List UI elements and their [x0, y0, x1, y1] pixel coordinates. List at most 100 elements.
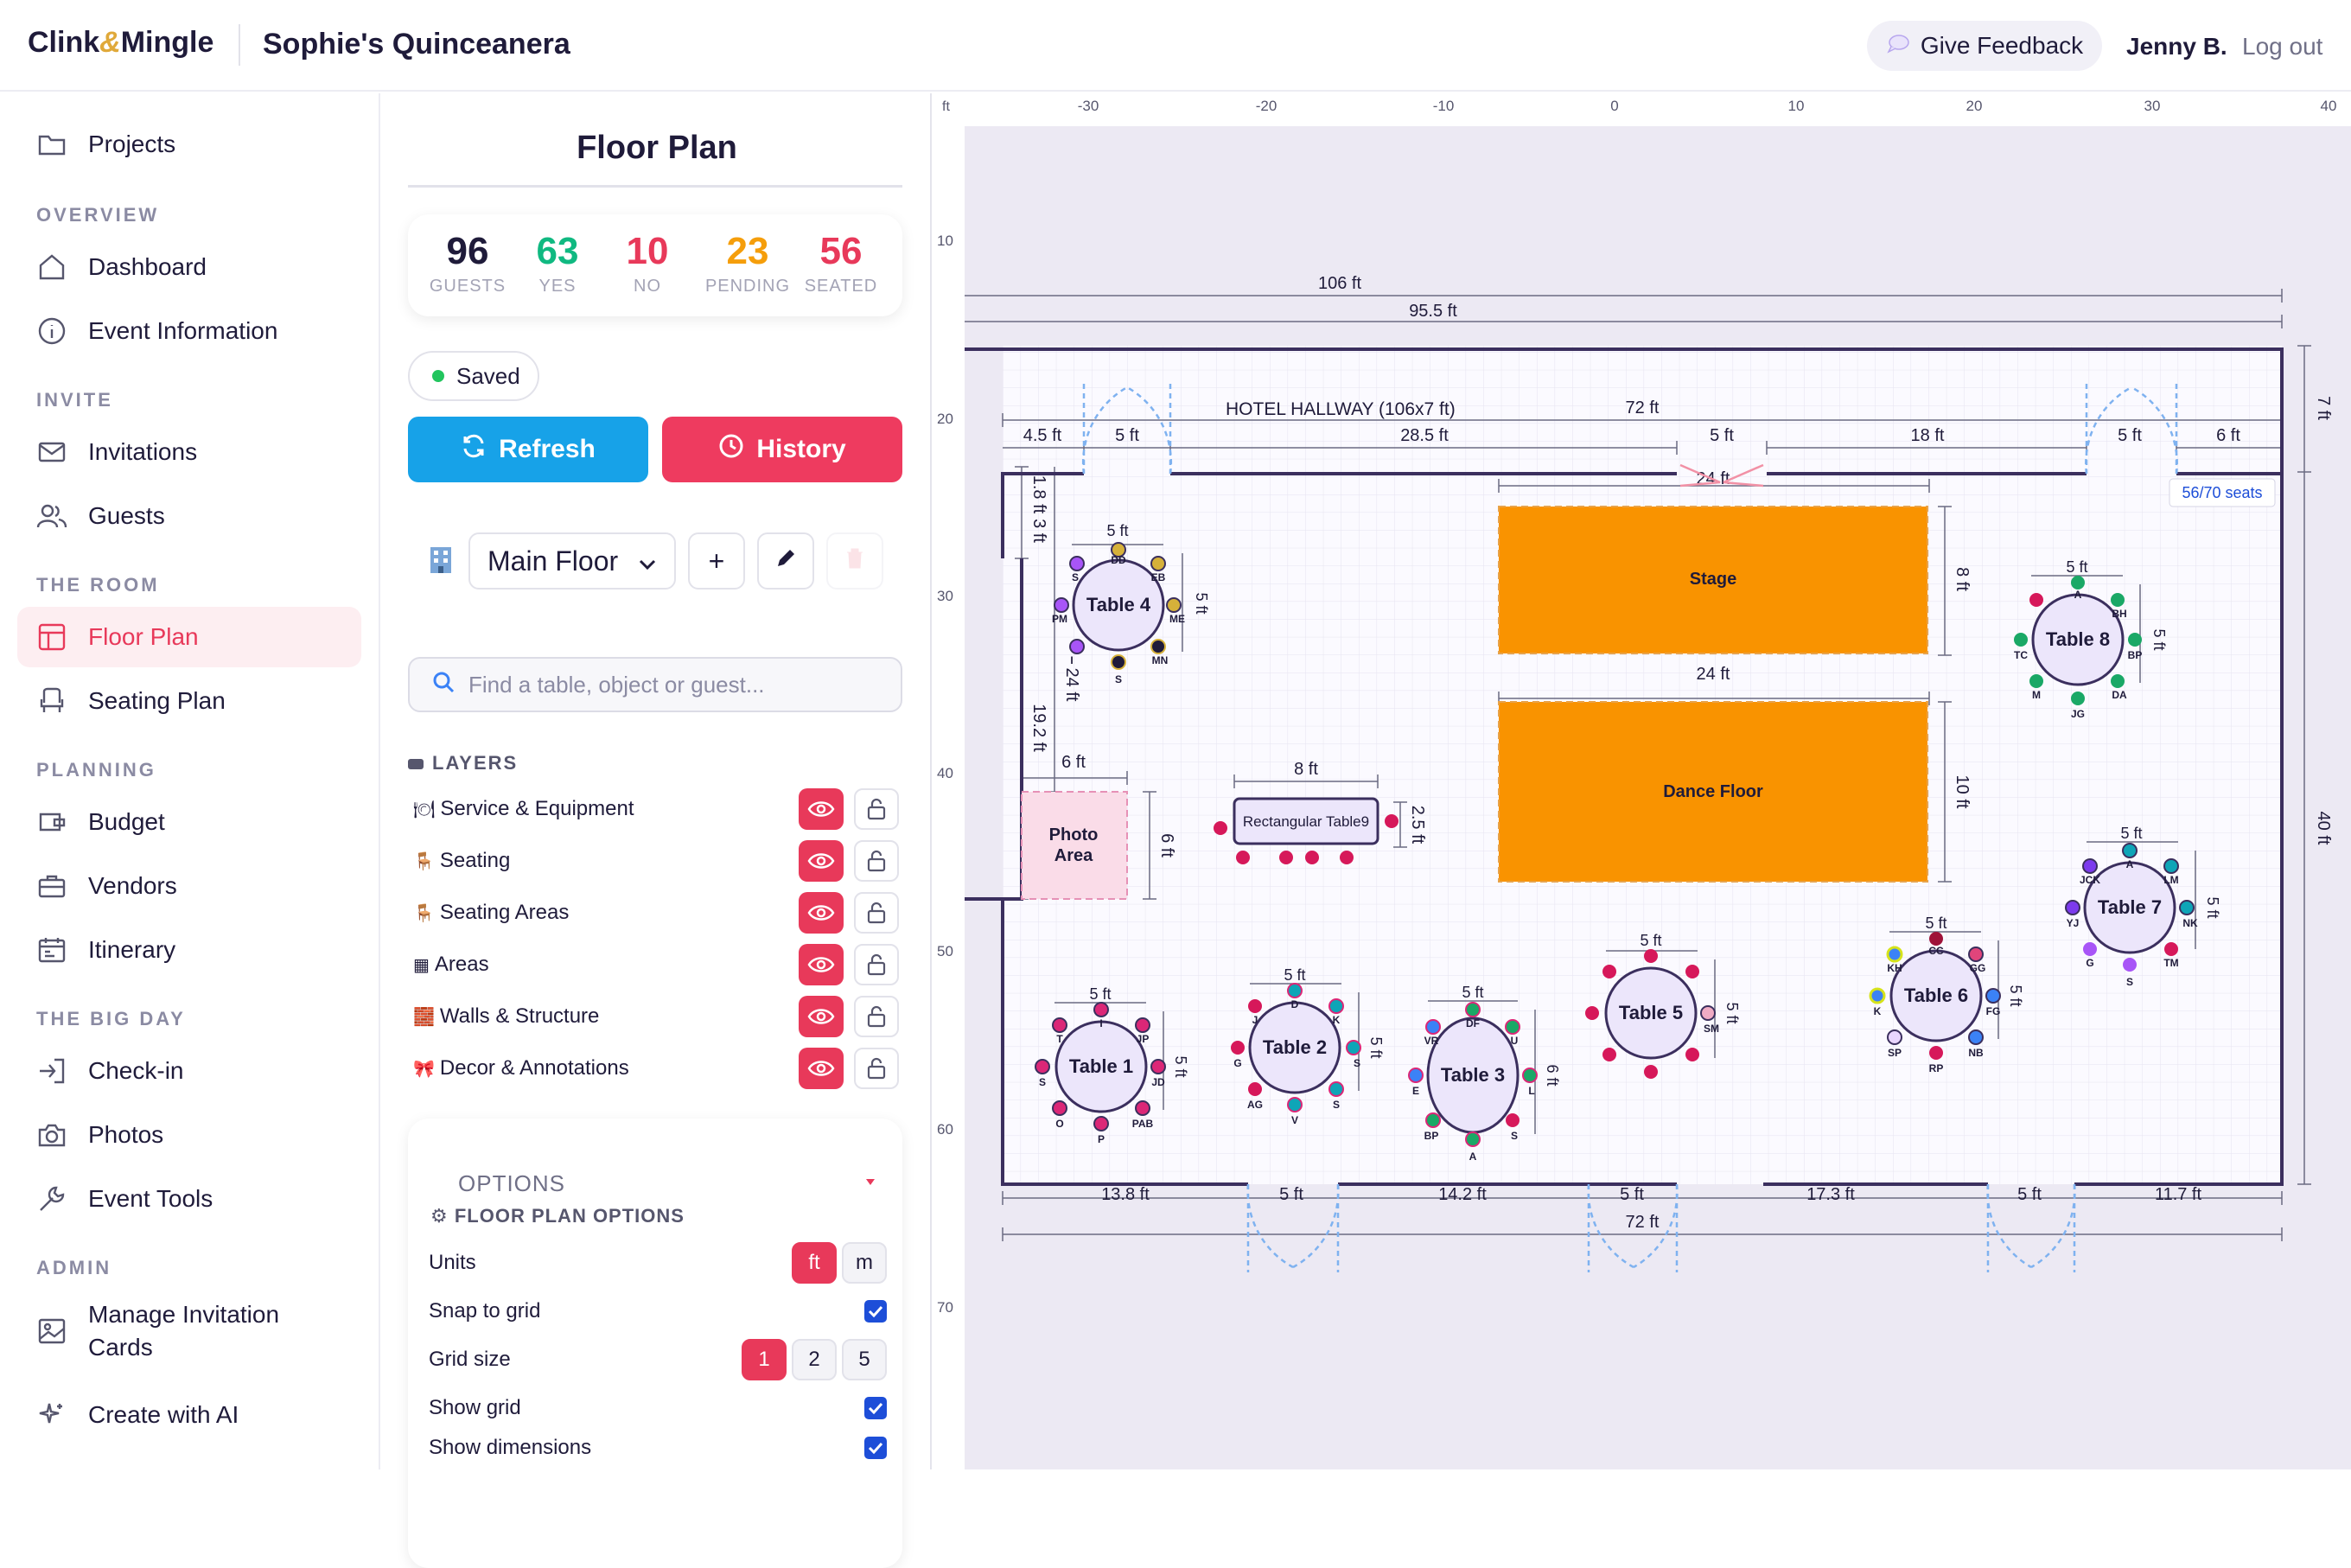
seat[interactable]: [1886, 946, 1903, 963]
table-8[interactable]: 5 ft Table 8 A BH BP DA JG M TC 5 ft: [2014, 558, 2168, 720]
seat[interactable]: [1111, 542, 1126, 558]
seat[interactable]: [1150, 639, 1166, 654]
seat[interactable]: [2163, 858, 2179, 874]
double-door-marker[interactable]: [1679, 463, 1764, 488]
seat[interactable]: [1465, 1131, 1481, 1147]
seat[interactable]: [1522, 1068, 1538, 1083]
seat[interactable]: [2128, 633, 2142, 647]
seat[interactable]: [1279, 851, 1293, 864]
seat[interactable]: [1052, 1017, 1067, 1033]
sidebar-item-budget[interactable]: Budget: [17, 792, 361, 852]
dance-floor[interactable]: [1498, 701, 1928, 883]
seat[interactable]: [1385, 814, 1398, 828]
sidebar-item-dashboard[interactable]: Dashboard: [17, 237, 361, 297]
seat[interactable]: [1869, 987, 1886, 1004]
unlock-icon[interactable]: [854, 892, 899, 934]
sidebar-item-manage-invitation-cards[interactable]: Manage Invitation Cards: [17, 1291, 361, 1371]
seat[interactable]: [1644, 949, 1658, 963]
seat[interactable]: [1929, 1046, 1943, 1060]
seat[interactable]: [1287, 1097, 1303, 1112]
seat[interactable]: [2122, 843, 2138, 858]
floor-select[interactable]: Main Floor: [468, 532, 676, 590]
seat[interactable]: [1408, 1068, 1424, 1083]
edit-floor-button[interactable]: [757, 532, 814, 590]
logout-link[interactable]: Log out: [2242, 33, 2323, 60]
seat[interactable]: [2014, 633, 2028, 647]
show-grid-checkbox[interactable]: [864, 1397, 887, 1419]
seat[interactable]: [1236, 851, 1250, 864]
seat[interactable]: [1644, 1065, 1658, 1079]
seat[interactable]: [2029, 674, 2043, 688]
add-floor-button[interactable]: +: [688, 532, 745, 590]
table-3[interactable]: 5 ft Table 3 VR DF U L S A BP E 6 ft: [1408, 984, 1561, 1163]
unlock-icon[interactable]: [854, 1048, 899, 1089]
eye-icon[interactable]: [799, 788, 844, 830]
seat[interactable]: [2071, 576, 2085, 590]
seat[interactable]: [1328, 1081, 1344, 1097]
sidebar-item-seating-plan[interactable]: Seating Plan: [17, 671, 361, 731]
seat[interactable]: [1985, 988, 2001, 1004]
seat[interactable]: [1093, 1116, 1109, 1131]
seat[interactable]: [2111, 593, 2125, 607]
table-2[interactable]: 5 ft Table 2 J D K S S V AG G 5 ft: [1231, 966, 1385, 1126]
rectangular-table-9[interactable]: [1233, 797, 1379, 845]
photo-area[interactable]: [1021, 791, 1128, 900]
seat[interactable]: [1150, 1059, 1166, 1074]
seat[interactable]: [1305, 851, 1319, 864]
unlock-icon[interactable]: [854, 996, 899, 1037]
sidebar-item-invitations[interactable]: Invitations: [17, 422, 361, 482]
eye-icon[interactable]: [799, 840, 844, 882]
seat[interactable]: [1425, 1112, 1441, 1128]
user-name[interactable]: Jenny B.: [2126, 33, 2227, 60]
grid-size-1-button[interactable]: 1: [742, 1339, 787, 1380]
seat[interactable]: [1035, 1059, 1050, 1074]
walls[interactable]: [965, 347, 2284, 1186]
sidebar-item-projects[interactable]: Projects: [17, 114, 361, 175]
seat[interactable]: [2123, 958, 2137, 972]
seat[interactable]: [1111, 654, 1126, 670]
table-4[interactable]: 5 ft Table 4 DD EB ME MN S I PM S 5 ft: [1052, 522, 1210, 685]
unlock-icon[interactable]: [854, 788, 899, 830]
seat[interactable]: [1929, 932, 1943, 946]
sidebar-item-vendors[interactable]: Vendors: [17, 856, 361, 916]
give-feedback-button[interactable]: Give Feedback: [1867, 21, 2102, 71]
seat[interactable]: [2065, 900, 2080, 915]
unit-ft-button[interactable]: ft: [792, 1242, 837, 1284]
seat[interactable]: [1506, 1113, 1520, 1127]
sidebar-item-check-in[interactable]: Check-in: [17, 1041, 361, 1101]
seat[interactable]: [1248, 999, 1262, 1013]
seat[interactable]: [1425, 1019, 1441, 1035]
seat[interactable]: [1214, 821, 1227, 835]
sidebar-item-guests[interactable]: Guests: [17, 486, 361, 546]
seat[interactable]: [1465, 1002, 1481, 1017]
stage[interactable]: [1498, 506, 1928, 654]
seat[interactable]: [1585, 1006, 1599, 1020]
unit-m-button[interactable]: m: [842, 1242, 887, 1284]
sidebar-item-photos[interactable]: Photos: [17, 1105, 361, 1165]
seat[interactable]: [1287, 983, 1303, 998]
seat[interactable]: [2083, 942, 2097, 956]
snap-checkbox[interactable]: [864, 1300, 887, 1323]
table-1[interactable]: 5 ft Table 1 T I JP JD PAB P O S 5 ft: [1035, 985, 1189, 1145]
table-6[interactable]: 5 ft Table 6 CC GG FG NB RP SP K KH 5 ft: [1869, 915, 2024, 1074]
seat[interactable]: [1093, 1002, 1109, 1017]
table-7[interactable]: 5 ft Table 7 JCK A LM NK TM S G YJ 5 ft: [2065, 825, 2221, 988]
seat[interactable]: [1069, 639, 1085, 654]
seat[interactable]: [1340, 851, 1354, 864]
seat[interactable]: [2111, 674, 2125, 688]
seat[interactable]: [1887, 1029, 1902, 1045]
seat[interactable]: [1968, 1029, 1984, 1045]
eye-icon[interactable]: [799, 1048, 844, 1089]
seat[interactable]: [1052, 1100, 1067, 1116]
seat[interactable]: [1328, 998, 1344, 1014]
sidebar-item-itinerary[interactable]: Itinerary: [17, 920, 361, 980]
search-input[interactable]: Find a table, object or guest...: [408, 657, 902, 712]
unlock-icon[interactable]: [854, 944, 899, 985]
delete-floor-button[interactable]: [826, 532, 883, 590]
table-5[interactable]: 5 ft Table 5 SM 5 ft: [1585, 932, 1741, 1079]
sidebar-item-event-tools[interactable]: Event Tools: [17, 1169, 361, 1229]
seat[interactable]: [1135, 1017, 1150, 1033]
caret-down-icon[interactable]: [866, 1179, 875, 1185]
options-label[interactable]: OPTIONS: [458, 1170, 566, 1196]
eye-icon[interactable]: [799, 996, 844, 1037]
